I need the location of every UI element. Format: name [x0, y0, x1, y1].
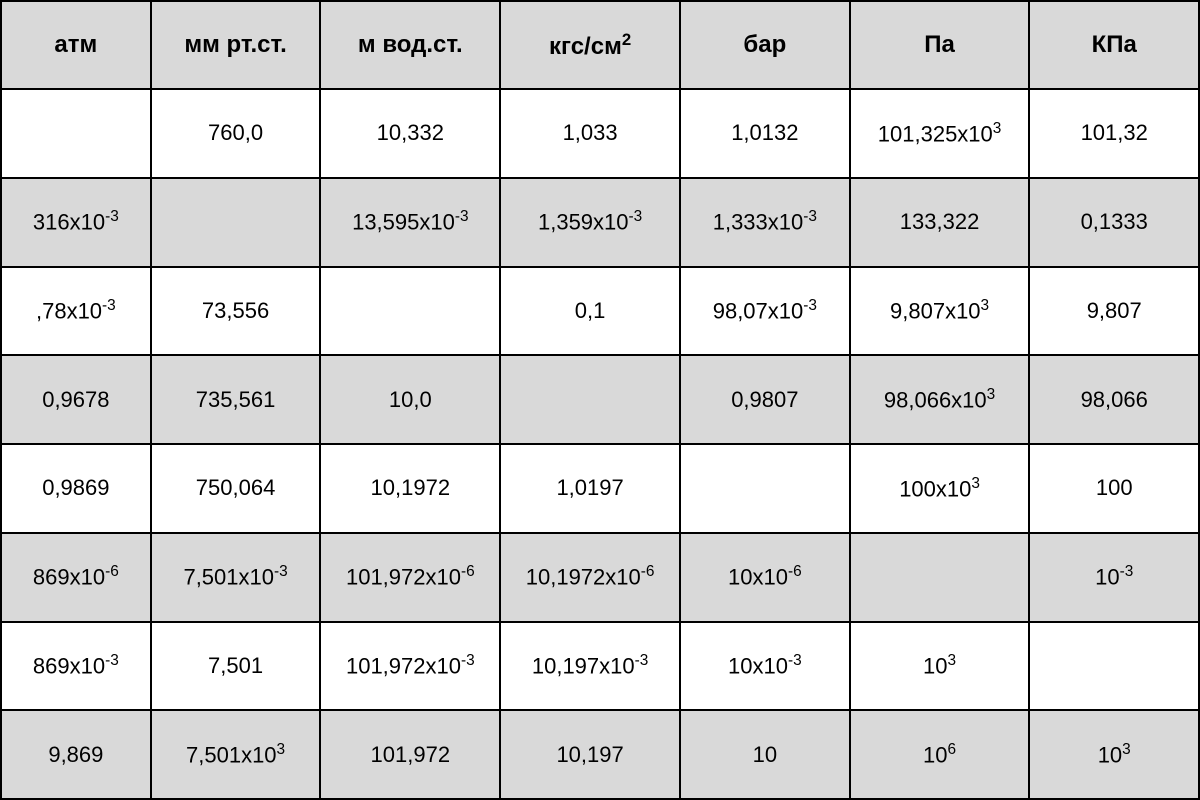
table-cell: 1,333x10-3 — [680, 178, 850, 267]
table-cell: 10x10-3 — [680, 622, 850, 711]
table-cell: 73,556 — [151, 267, 321, 356]
table-cell: 9,807x103 — [850, 267, 1030, 356]
table-cell: 101,972x10-6 — [320, 533, 500, 622]
table-row: 760,010,3321,0331,0132101,325x103101,32 — [1, 89, 1199, 178]
column-header: атм — [1, 1, 151, 89]
table-cell: 10x10-6 — [680, 533, 850, 622]
table-cell: 1,0197 — [500, 444, 680, 533]
table-cell — [320, 267, 500, 356]
table-cell — [680, 444, 850, 533]
column-header: кгс/см2 — [500, 1, 680, 89]
table-cell: 0,1333 — [1029, 178, 1199, 267]
table-header-row: атммм рт.ст.м вод.ст.кгс/см2барПаКПа — [1, 1, 1199, 89]
table-cell: 760,0 — [151, 89, 321, 178]
table-cell: 1,0132 — [680, 89, 850, 178]
table-cell: ,78x10-3 — [1, 267, 151, 356]
table-cell: 10,332 — [320, 89, 500, 178]
column-header: мм рт.ст. — [151, 1, 321, 89]
table-cell: 106 — [850, 710, 1030, 799]
table-cell: 100x103 — [850, 444, 1030, 533]
table-cell: 103 — [850, 622, 1030, 711]
table-cell — [850, 533, 1030, 622]
table-cell: 0,9869 — [1, 444, 151, 533]
table-cell: 10,1972x10-6 — [500, 533, 680, 622]
table-cell: 10,1972 — [320, 444, 500, 533]
table-cell: 735,561 — [151, 355, 321, 444]
table-cell: 869x10-6 — [1, 533, 151, 622]
table-cell: 101,972 — [320, 710, 500, 799]
column-header: КПа — [1029, 1, 1199, 89]
table-cell: 10 — [680, 710, 850, 799]
column-header: Па — [850, 1, 1030, 89]
table-cell — [1, 89, 151, 178]
table-body: 760,010,3321,0331,0132101,325x103101,323… — [1, 89, 1199, 799]
table-row: 316x10-3 13,595x10-31,359x10-31,333x10-31… — [1, 178, 1199, 267]
table-cell: 316x10-3 — [1, 178, 151, 267]
table-cell: 10,0 — [320, 355, 500, 444]
table-cell: 98,066 — [1029, 355, 1199, 444]
table-cell: 7,501x103 — [151, 710, 321, 799]
table-cell: 1,033 — [500, 89, 680, 178]
table-cell: 869x10-3 — [1, 622, 151, 711]
column-header: бар — [680, 1, 850, 89]
table-row: 869x10-67,501x10-3101,972x10-610,1972x10… — [1, 533, 1199, 622]
table-cell: 101,325x103 — [850, 89, 1030, 178]
table-cell: 101,972x10-3 — [320, 622, 500, 711]
table-row: 0,9869750,06410,19721,0197 100x103100 — [1, 444, 1199, 533]
table-cell: 10,197 — [500, 710, 680, 799]
table-cell: 13,595x10-3 — [320, 178, 500, 267]
table-cell: 98,066x103 — [850, 355, 1030, 444]
table-cell: 7,501 — [151, 622, 321, 711]
table-cell: 133,322 — [850, 178, 1030, 267]
column-header: м вод.ст. — [320, 1, 500, 89]
table-cell: 98,07x10-3 — [680, 267, 850, 356]
table-cell: 100 — [1029, 444, 1199, 533]
table-cell — [1029, 622, 1199, 711]
table-cell: 1,359x10-3 — [500, 178, 680, 267]
pressure-conversion-table: атммм рт.ст.м вод.ст.кгс/см2барПаКПа 760… — [0, 0, 1200, 800]
table-cell: 10-3 — [1029, 533, 1199, 622]
table-row: 0,9678735,56110,0 0,980798,066x10398,066 — [1, 355, 1199, 444]
table-cell: 9,869 — [1, 710, 151, 799]
table-row: 869x10-37,501101,972x10-310,197x10-310x1… — [1, 622, 1199, 711]
table-cell: 10,197x10-3 — [500, 622, 680, 711]
table-row: 9,8697,501x103101,97210,19710106103 — [1, 710, 1199, 799]
table-cell: 9,807 — [1029, 267, 1199, 356]
table-cell: 7,501x10-3 — [151, 533, 321, 622]
table-cell: 103 — [1029, 710, 1199, 799]
table-cell: 0,1 — [500, 267, 680, 356]
table-cell: 101,32 — [1029, 89, 1199, 178]
table-cell — [151, 178, 321, 267]
table-cell: 0,9807 — [680, 355, 850, 444]
table-cell: 750,064 — [151, 444, 321, 533]
table-row: ,78x10-373,556 0,198,07x10-39,807x1039,80… — [1, 267, 1199, 356]
table-cell — [500, 355, 680, 444]
table-cell: 0,9678 — [1, 355, 151, 444]
